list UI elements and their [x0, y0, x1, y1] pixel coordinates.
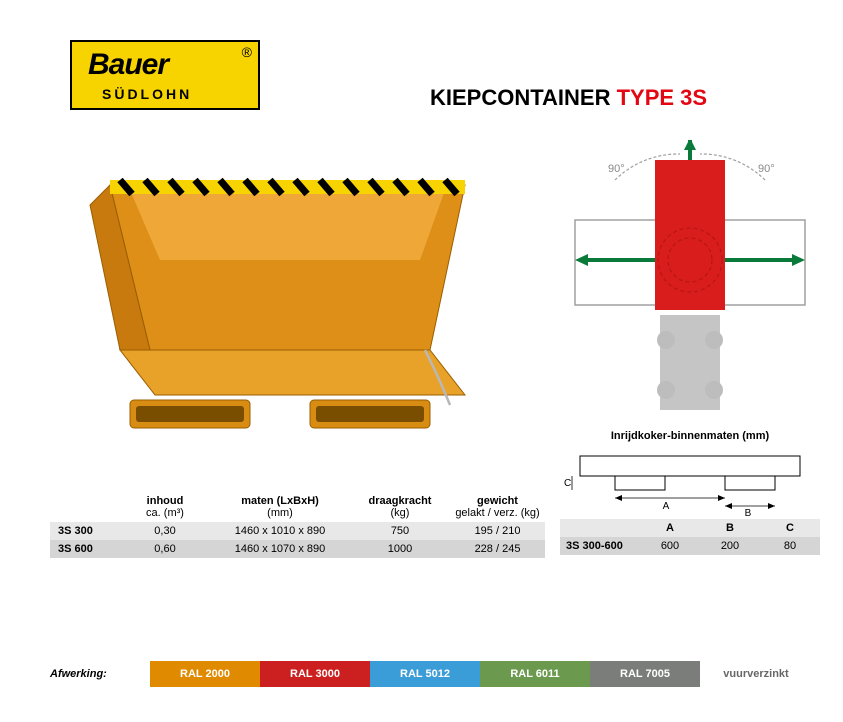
inner-dim-drawing: A B C	[560, 446, 820, 516]
brand-logo: Bauer SÜDLOHN ®	[70, 40, 260, 110]
color-swatch: RAL 2000	[150, 661, 260, 687]
color-swatch: RAL 5012	[370, 661, 480, 687]
color-swatch: RAL 6011	[480, 661, 590, 687]
spec-sub-gewicht: gelakt / verz. (kg)	[450, 507, 545, 519]
inner-dim-table: A B C 3S 300-600 600 200 80	[560, 519, 820, 555]
page-title: KIEPCONTAINER TYPE 3S	[430, 85, 707, 111]
title-type: TYPE 3S	[617, 85, 707, 110]
svg-text:B: B	[745, 508, 752, 516]
inner-dimensions-section: Inrijdkoker-binnenmaten (mm) A B C A B C…	[560, 430, 820, 555]
spec-row: 3S 300 0,30 1460 x 1010 x 890 750 195 / …	[50, 522, 545, 540]
color-swatch: RAL 7005	[590, 661, 700, 687]
specifications-table: inhoud maten (LxBxH) draagkracht gewicht…	[50, 495, 545, 558]
tilt-diagram: 90° 90°	[560, 140, 820, 420]
spec-sub-draagkracht: (kg)	[350, 507, 450, 519]
svg-text:C: C	[564, 478, 571, 489]
angle-right-label: 90°	[758, 163, 775, 175]
spec-header-gewicht: gewicht	[450, 495, 545, 507]
spec-header-maten: maten (LxBxH)	[210, 495, 350, 507]
inner-dim-title: Inrijdkoker-binnenmaten (mm)	[560, 430, 820, 442]
svg-text:A: A	[663, 501, 670, 512]
logo-brand: Bauer	[88, 48, 168, 82]
color-swatch: RAL 3000	[260, 661, 370, 687]
spec-sub-inhoud: ca. (m³)	[120, 507, 210, 519]
color-swatch-galvanized: vuurverzinkt	[700, 661, 812, 687]
spec-header-draagkracht: draagkracht	[350, 495, 450, 507]
title-category: KIEPCONTAINER	[430, 85, 617, 110]
angle-left-label: 90°	[608, 163, 625, 175]
spec-header-inhoud: inhoud	[120, 495, 210, 507]
colorbar-label: Afwerking:	[50, 661, 150, 687]
color-finish-bar: Afwerking: RAL 2000 RAL 3000 RAL 5012 RA…	[50, 661, 820, 687]
product-image	[70, 150, 490, 460]
logo-sub: SÜDLOHN	[102, 86, 192, 102]
logo-registered: ®	[242, 44, 252, 60]
spec-row: 3S 600 0,60 1460 x 1070 x 890 1000 228 /…	[50, 540, 545, 558]
spec-sub-maten: (mm)	[210, 507, 350, 519]
